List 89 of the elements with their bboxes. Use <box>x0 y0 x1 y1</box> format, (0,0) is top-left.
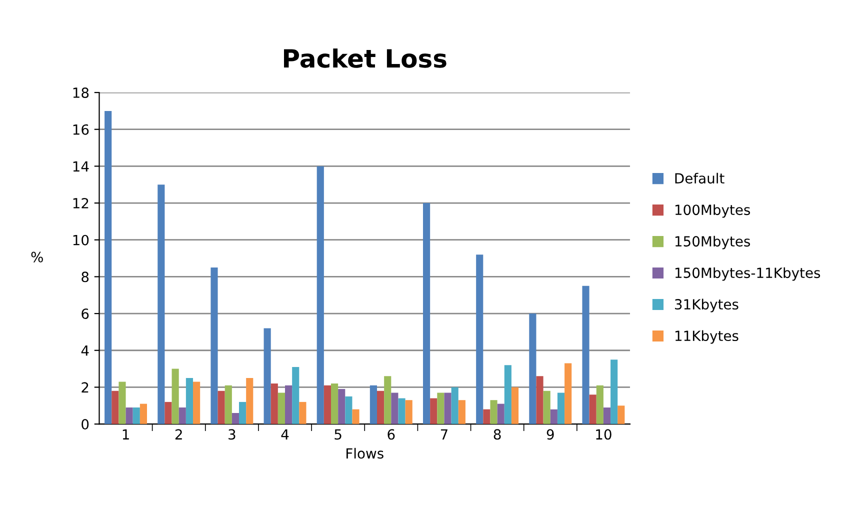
legend-label: Default <box>675 172 724 184</box>
bar <box>232 413 240 424</box>
bar <box>618 406 625 424</box>
bar <box>458 400 466 424</box>
bar <box>292 366 300 424</box>
bar <box>218 390 225 424</box>
x-tick-label: 3 <box>228 429 236 440</box>
legend-label: 31Kbytes <box>674 298 738 312</box>
bar <box>324 385 332 424</box>
x-tick-label: 6 <box>388 429 395 440</box>
bar <box>384 376 392 424</box>
y-tick-label: 2 <box>82 382 88 392</box>
bar <box>285 385 292 424</box>
bar <box>444 392 452 424</box>
legend-label: 150Mbytes <box>675 236 750 250</box>
bar <box>377 390 384 424</box>
legend-label: 100Mbytes <box>675 204 750 218</box>
bar <box>239 402 246 424</box>
bar <box>564 363 572 424</box>
y-tick-label: 10 <box>73 234 89 246</box>
bar <box>603 407 611 424</box>
chart-title: Packet Loss <box>284 48 446 68</box>
bar <box>210 267 218 424</box>
bar <box>405 400 412 424</box>
bar <box>529 314 536 424</box>
x-tick-label: 4 <box>281 429 289 440</box>
y-tick-label: 12 <box>73 198 88 208</box>
y-tick-label: 14 <box>73 161 89 172</box>
bar <box>224 385 232 424</box>
x-tick-label: 10 <box>596 429 612 440</box>
bar <box>316 166 324 424</box>
bar <box>423 203 430 424</box>
bar <box>511 387 519 424</box>
bar <box>246 378 254 424</box>
bar <box>126 407 133 424</box>
bar <box>550 409 558 424</box>
bar <box>331 384 338 424</box>
x-axis-title: Flows <box>346 448 384 459</box>
x-tick-label: 7 <box>440 429 448 440</box>
bar <box>264 328 271 424</box>
x-tick-label: 5 <box>334 429 342 440</box>
bar <box>497 404 504 424</box>
bar <box>158 184 165 424</box>
bar <box>504 365 512 424</box>
bar <box>299 402 306 424</box>
bar <box>345 396 352 424</box>
bar <box>118 382 126 424</box>
y-axis-title: % <box>31 252 43 262</box>
x-tick-label: 2 <box>175 429 182 440</box>
x-tick-label: 8 <box>494 429 501 440</box>
y-tick-label: 8 <box>82 272 89 282</box>
bar <box>391 392 398 424</box>
bar <box>536 376 544 424</box>
bar <box>186 378 194 424</box>
bar <box>278 392 286 424</box>
y-tick-label: 4 <box>81 346 89 356</box>
bar <box>370 385 377 424</box>
bar <box>483 409 490 424</box>
bar <box>178 407 186 424</box>
bar <box>476 254 484 424</box>
bar <box>164 402 172 424</box>
bar <box>112 390 119 424</box>
bar <box>338 389 346 424</box>
bar <box>193 382 200 424</box>
y-tick-label: 18 <box>73 87 89 98</box>
bar <box>398 398 406 424</box>
x-tick-label: 9 <box>546 429 554 440</box>
bar <box>596 385 604 424</box>
bar <box>270 384 278 424</box>
bar <box>140 404 148 424</box>
y-tick-label: 16 <box>73 124 89 135</box>
bar <box>490 400 498 424</box>
bar <box>430 398 438 424</box>
bar <box>104 110 112 424</box>
bar <box>543 390 550 424</box>
y-tick-label: 6 <box>82 308 89 320</box>
bar <box>589 394 596 424</box>
bar <box>582 286 590 424</box>
bar <box>451 387 458 424</box>
legend-label: 11Kbytes <box>675 330 738 344</box>
x-tick-label: 1 <box>122 429 129 440</box>
bar <box>132 407 140 424</box>
bar <box>172 368 179 424</box>
bar <box>557 392 565 424</box>
bar <box>610 360 618 424</box>
bar <box>352 409 360 424</box>
y-tick-label: 0 <box>82 419 89 430</box>
bar <box>437 392 444 424</box>
legend-label: 150Mbytes-11Kbytes <box>675 267 820 281</box>
